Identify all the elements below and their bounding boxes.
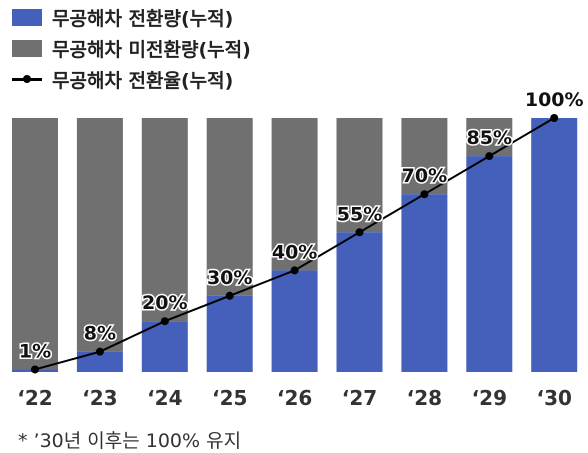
- bar-unconverted: [141, 118, 188, 322]
- conversion-rate-point: [420, 190, 429, 199]
- x-tick-label: ‘30: [536, 386, 571, 410]
- data-label: 55%: [337, 203, 382, 225]
- conversion-rate-point: [31, 365, 39, 374]
- bar-converted: [141, 321, 188, 372]
- bar-converted: [336, 232, 383, 372]
- data-label: 20%: [142, 292, 187, 314]
- bar-unconverted: [336, 118, 383, 233]
- conversion-rate-point: [95, 347, 104, 356]
- conversion-rate-point: [355, 228, 364, 237]
- conversion-rate-point: [550, 114, 559, 122]
- x-tick-label: ‘28: [407, 386, 442, 410]
- conversion-rate-point: [485, 152, 494, 161]
- bar-converted: [206, 295, 253, 372]
- legend-item-converted: 무공해차 전환량(누적): [12, 2, 251, 33]
- bar-unconverted: [271, 118, 318, 271]
- legend-label-conversion-rate: 무공해차 전환율(누적): [52, 70, 234, 92]
- conversion-rate-point: [225, 291, 234, 300]
- bar-unconverted: [401, 118, 448, 195]
- x-tick-label: ‘29: [472, 386, 507, 410]
- footnote: * ’30년 이후는 100% 유지: [18, 430, 242, 452]
- x-tick-label: ‘25: [212, 386, 247, 410]
- x-tick-label: ‘22: [17, 386, 52, 410]
- data-label: 85%: [467, 127, 512, 149]
- data-label: 30%: [207, 267, 252, 289]
- bar-converted: [531, 118, 578, 372]
- x-tick-label: ‘24: [147, 386, 182, 410]
- bar-converted: [466, 156, 513, 372]
- bar-converted: [271, 270, 318, 372]
- legend-item-conversion-rate: 무공해차 전환율(누적): [12, 64, 251, 95]
- legend-line-marker: [12, 71, 42, 88]
- data-label: 100%: [525, 89, 584, 111]
- data-label: 70%: [402, 165, 447, 187]
- x-tick-label: ‘27: [342, 386, 377, 410]
- x-tick-label: ‘26: [277, 386, 312, 410]
- x-tick-label: ‘23: [82, 386, 117, 410]
- legend-label-unconverted: 무공해차 미전환량(누적): [52, 39, 251, 61]
- chart-legend: 무공해차 전환량(누적) 무공해차 미전환량(누적) 무공해차 전환율(누적): [12, 2, 251, 95]
- bar-converted: [76, 351, 123, 372]
- bar-unconverted: [12, 118, 58, 370]
- conversion-rate-point: [160, 317, 169, 326]
- data-label: 8%: [84, 323, 116, 345]
- data-label: 40%: [272, 241, 317, 263]
- bar-unconverted: [206, 118, 253, 296]
- bar-unconverted: [76, 118, 123, 352]
- conversion-rate-point: [290, 266, 299, 275]
- bar-unconverted: [466, 118, 513, 157]
- legend-swatch-converted: [12, 9, 42, 26]
- legend-item-unconverted: 무공해차 미전환량(누적): [12, 33, 251, 64]
- legend-label-converted: 무공해차 전환량(누적): [52, 8, 234, 30]
- legend-swatch-unconverted: [12, 40, 42, 57]
- bar-converted: [401, 194, 448, 372]
- data-label: 1%: [19, 340, 51, 362]
